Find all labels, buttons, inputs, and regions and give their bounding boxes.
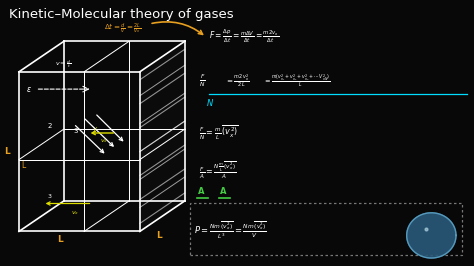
Text: L: L [57,235,63,244]
Text: $\frac{F}{A} = \frac{N\frac{m}{L}\,\overline{(v_x^2)}}{A}$: $\frac{F}{A} = \frac{N\frac{m}{L}\,\over… [199,160,237,181]
Polygon shape [140,41,185,231]
Text: L: L [21,161,26,170]
Text: L: L [156,231,162,240]
Text: $= \frac{m(v_{x_1}^2 + v_{x_2}^2 + v_{x_3}^2 + \cdots\, V_{xN}^2)}{L}$: $= \frac{m(v_{x_1}^2 + v_{x_2}^2 + v_{x_… [263,73,330,90]
Text: $\frac{F}{N} = \frac{m}{L}\,\overline{(v_x^2)}$: $\frac{F}{N} = \frac{m}{L}\,\overline{(v… [199,124,239,142]
Text: $N$: $N$ [206,97,214,108]
Text: 2: 2 [47,123,52,129]
Text: 3: 3 [47,194,51,199]
Text: $v_x$: $v_x$ [100,137,108,145]
Text: Kinetic–Molecular theory of gases: Kinetic–Molecular theory of gases [9,8,234,21]
Text: $P = \frac{Nm\,\overline{(v_x^2)}}{L^3} = \frac{Nm\,\overline{(v_x^2)}}{V}$: $P = \frac{Nm\,\overline{(v_x^2)}}{L^3} … [194,219,267,241]
Text: A: A [220,187,227,196]
Text: A: A [198,187,205,196]
Text: $F{=}\frac{\Delta p}{\Delta t}{=}\frac{m\Delta V}{\Delta t}{=}\frac{m2v_x}{\Delt: $F{=}\frac{\Delta p}{\Delta t}{=}\frac{m… [209,27,279,45]
Text: $= \frac{m2v_x^2}{2L}$: $= \frac{m2v_x^2}{2L}$ [225,73,250,89]
Text: $\Delta t = \frac{d}{v} = \frac{2L}{v_x}$: $\Delta t = \frac{d}{v} = \frac{2L}{v_x}… [104,22,142,36]
Text: $\frac{F}{N}$: $\frac{F}{N}$ [199,73,206,89]
Text: $y$: $y$ [92,124,99,134]
Text: L: L [4,147,9,156]
Text: $\epsilon$: $\epsilon$ [26,85,32,94]
Text: $v = \frac{d}{t}$: $v = \frac{d}{t}$ [55,59,71,70]
Polygon shape [407,213,456,258]
Text: $v_x$: $v_x$ [71,209,80,217]
Text: 3: 3 [73,128,78,134]
